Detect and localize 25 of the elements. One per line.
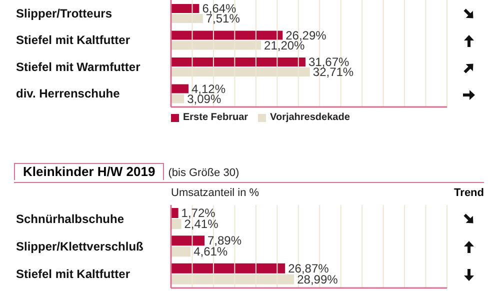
y-tick-label: div. Herrenschuhe: [16, 86, 120, 101]
legend-label: Vorjahresdekade: [270, 112, 350, 123]
bar: [171, 84, 188, 94]
chart-title: Kleinkinder H/W 2019: [14, 163, 164, 180]
bar: [171, 94, 184, 104]
data-label: 2,41%: [184, 217, 219, 231]
x-axis-title: Umsatzanteil in %: [171, 187, 260, 199]
bar: [171, 58, 306, 66]
data-label: 6,64%: [202, 2, 237, 16]
y-tick-label: Slipper/Trotteurs: [16, 6, 112, 20]
bar: [171, 263, 286, 274]
data-label: 1,72%: [181, 206, 216, 220]
y-tick-label: Stiefel mit Kaltfutter: [16, 267, 130, 282]
bar: [171, 4, 200, 13]
y-tick-label: Stiefel mit Kaltfutter: [16, 33, 130, 48]
bar: [171, 236, 204, 246]
y-tick-label: Schnürhalbschuhe: [16, 212, 124, 226]
text: Trend: [454, 187, 484, 199]
data-label: 26,87%: [288, 261, 330, 276]
data-label: 31,67%: [308, 55, 350, 69]
chart-subtitle: (bis Größe 30): [168, 167, 240, 179]
y-tick-label: Stiefel mit Warmfutter: [16, 60, 141, 74]
legend-label: Erste Februar: [183, 112, 248, 123]
y-tick-label: Slipper/Klettverschluß: [16, 240, 144, 254]
bar: [171, 30, 283, 40]
